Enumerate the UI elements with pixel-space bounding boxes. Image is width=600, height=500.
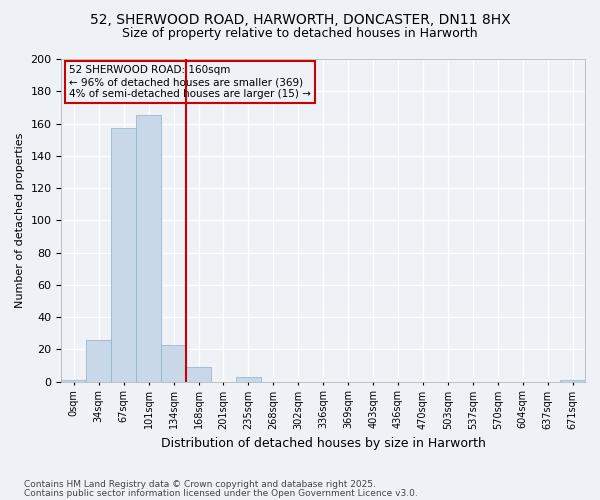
Y-axis label: Number of detached properties: Number of detached properties: [15, 132, 25, 308]
Text: Contains HM Land Registry data © Crown copyright and database right 2025.: Contains HM Land Registry data © Crown c…: [24, 480, 376, 489]
Bar: [111, 128, 136, 382]
Bar: [560, 380, 585, 382]
Text: 52 SHERWOOD ROAD: 160sqm
← 96% of detached houses are smaller (369)
4% of semi-d: 52 SHERWOOD ROAD: 160sqm ← 96% of detach…: [69, 66, 311, 98]
Bar: [86, 340, 111, 382]
Text: Size of property relative to detached houses in Harworth: Size of property relative to detached ho…: [122, 28, 478, 40]
X-axis label: Distribution of detached houses by size in Harworth: Distribution of detached houses by size …: [161, 437, 485, 450]
Bar: [186, 367, 211, 382]
Bar: [136, 116, 161, 382]
Bar: [61, 380, 86, 382]
Bar: [236, 377, 261, 382]
Bar: [161, 344, 186, 382]
Text: Contains public sector information licensed under the Open Government Licence v3: Contains public sector information licen…: [24, 488, 418, 498]
Text: 52, SHERWOOD ROAD, HARWORTH, DONCASTER, DN11 8HX: 52, SHERWOOD ROAD, HARWORTH, DONCASTER, …: [89, 12, 511, 26]
